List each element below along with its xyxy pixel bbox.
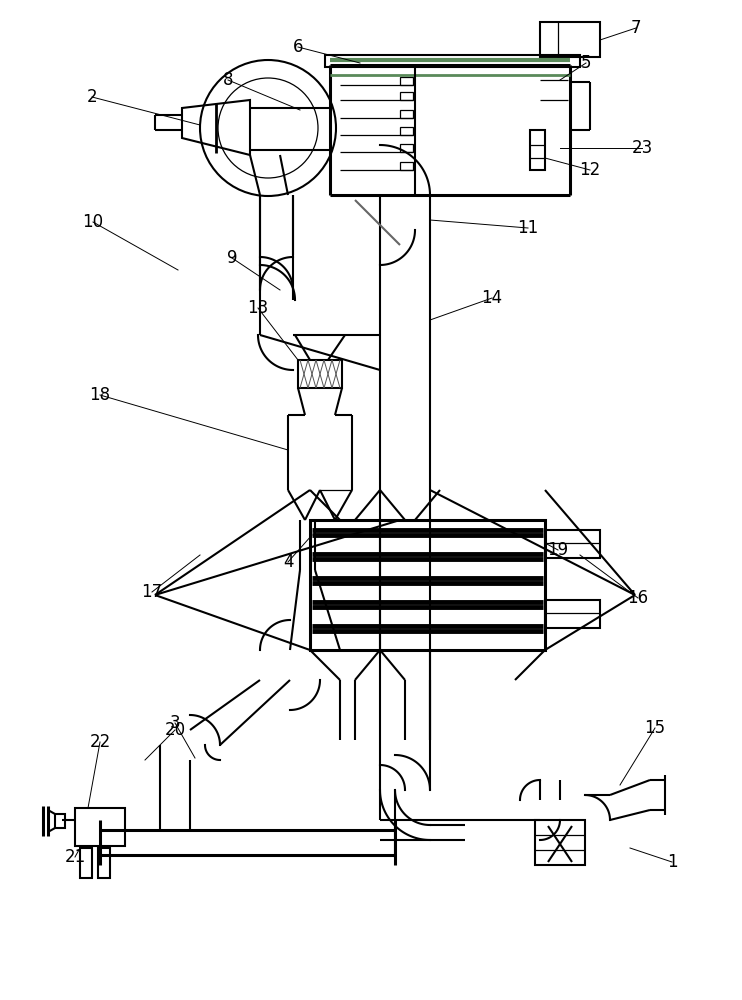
Bar	[400, 92, 413, 100]
Text: 15: 15	[645, 719, 666, 737]
Text: 18: 18	[90, 386, 111, 404]
Text: 19: 19	[548, 541, 568, 559]
Text: 8: 8	[223, 71, 233, 89]
Bar	[545, 600, 600, 628]
Bar	[400, 127, 413, 135]
Bar	[535, 820, 585, 865]
Bar	[400, 162, 413, 170]
Bar	[530, 130, 545, 170]
Text: 4: 4	[283, 553, 293, 571]
Text: 6: 6	[293, 38, 303, 56]
Bar	[400, 144, 413, 152]
Bar	[540, 22, 600, 57]
Bar	[545, 530, 600, 558]
Text: 3: 3	[170, 714, 180, 732]
Text: 14: 14	[482, 289, 502, 307]
Text: 21: 21	[65, 848, 85, 866]
Text: 10: 10	[82, 213, 104, 231]
Text: 2: 2	[87, 88, 97, 106]
Bar	[400, 77, 413, 85]
Text: 13: 13	[247, 299, 269, 317]
Bar	[325, 55, 580, 67]
Text: 5: 5	[581, 54, 591, 72]
Text: 20: 20	[165, 721, 186, 739]
Bar	[80, 848, 92, 878]
Text: 22: 22	[89, 733, 111, 751]
Text: 11: 11	[517, 219, 539, 237]
Text: 23: 23	[631, 139, 653, 157]
Bar	[310, 520, 545, 650]
Text: 16: 16	[628, 589, 649, 607]
Bar	[400, 110, 413, 118]
Text: 17: 17	[142, 583, 162, 601]
Text: 1: 1	[667, 853, 677, 871]
Bar	[75, 808, 125, 846]
Text: 7: 7	[631, 19, 641, 37]
Text: 12: 12	[580, 161, 600, 179]
Bar	[298, 360, 342, 388]
Bar	[55, 814, 65, 828]
Text: 9: 9	[227, 249, 237, 267]
Bar	[98, 848, 110, 878]
